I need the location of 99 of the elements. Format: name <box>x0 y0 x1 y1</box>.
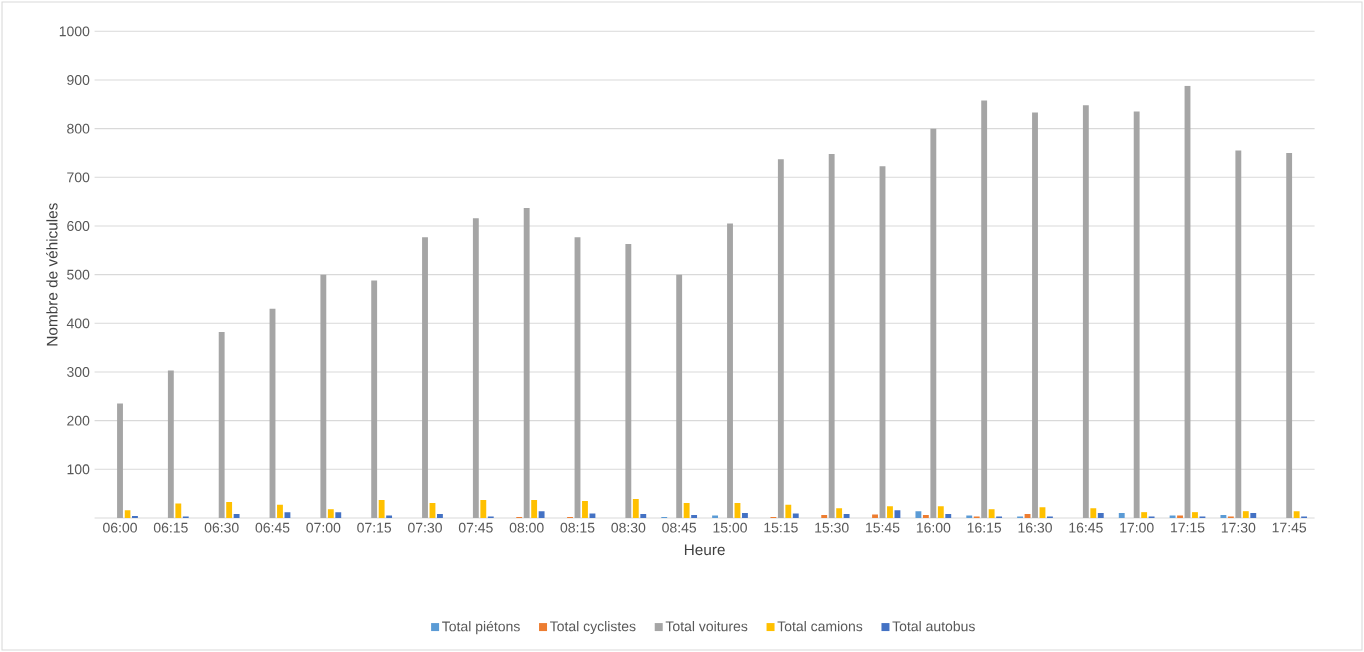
bar <box>378 499 385 518</box>
bar <box>1141 512 1148 518</box>
x-tick-label: 06:45 <box>255 522 290 533</box>
x-tick-label: 17:30 <box>1221 522 1256 533</box>
bar <box>218 332 225 518</box>
x-tick-label: 08:15 <box>560 522 595 533</box>
y-tick-label: 100 <box>67 464 90 475</box>
bar <box>945 514 952 518</box>
bar <box>742 513 748 518</box>
bar <box>785 504 792 518</box>
bar <box>422 237 428 518</box>
y-tick-label: 600 <box>67 221 90 231</box>
x-tick-label: 06:15 <box>153 522 188 533</box>
bar <box>1235 150 1242 518</box>
bar <box>531 499 538 518</box>
y-tick-label: 200 <box>67 415 90 426</box>
x-tick-label: 15:30 <box>815 522 849 533</box>
x-tick-label: 06:00 <box>103 522 137 533</box>
bar <box>1242 511 1249 518</box>
bar <box>437 514 443 518</box>
bar <box>371 280 378 518</box>
legend-label: Total piétons <box>442 620 520 635</box>
bar <box>1097 513 1104 518</box>
y-tick-label: 1000 <box>59 26 90 37</box>
legend-label: Total camions <box>777 621 863 632</box>
y-tick-label: 900 <box>67 75 90 85</box>
x-tick-label: 06:30 <box>204 522 239 533</box>
bar <box>625 244 632 518</box>
bar <box>1286 152 1293 518</box>
bar <box>1293 511 1300 518</box>
bar <box>640 514 647 518</box>
x-tick-label: 15:00 <box>713 522 747 533</box>
bar <box>981 100 988 518</box>
bar <box>843 514 850 518</box>
y-tick-label: 800 <box>67 123 90 134</box>
x-axis-title: Heure <box>684 544 725 556</box>
y-tick-label: 500 <box>67 269 90 280</box>
bar <box>277 504 283 518</box>
bar <box>167 370 174 518</box>
bar <box>836 508 843 518</box>
bar <box>632 499 639 518</box>
x-tick-label: 16:00 <box>916 522 951 533</box>
bar <box>1133 111 1140 518</box>
bar <box>538 511 545 518</box>
y-tick-label: 300 <box>67 367 90 377</box>
bar <box>872 514 878 518</box>
legend-label: Total voitures <box>665 621 748 632</box>
bar <box>676 274 683 518</box>
bar <box>930 128 937 518</box>
bar <box>937 506 944 518</box>
x-tick-label: 16:15 <box>967 522 1002 533</box>
x-tick-label: 17:45 <box>1272 522 1307 533</box>
bar <box>915 511 922 518</box>
x-tick-label: 17:00 <box>1120 522 1154 533</box>
bar <box>523 207 530 518</box>
bar <box>1090 508 1097 518</box>
bar <box>821 515 828 518</box>
x-tick-label: 15:15 <box>764 522 798 533</box>
x-tick-label: 08:00 <box>509 522 544 533</box>
x-tick-label: 16:30 <box>1018 522 1052 533</box>
x-tick-label: 16:45 <box>1069 522 1103 533</box>
bar <box>727 223 733 518</box>
bar <box>922 515 929 518</box>
legend-label: Total cyclistes <box>550 621 636 635</box>
bar <box>1082 105 1089 518</box>
y-axis-title: Nombre de véhicules <box>46 203 58 346</box>
x-tick-label: 07:30 <box>408 522 442 533</box>
bar <box>1250 513 1257 518</box>
x-tick-label: 08:30 <box>611 522 646 533</box>
bar <box>175 503 182 518</box>
legend-label: Total autobus <box>892 621 975 632</box>
y-tick-label: 400 <box>66 318 90 329</box>
bar <box>1118 513 1125 518</box>
bar <box>320 274 327 518</box>
bar <box>792 513 799 518</box>
bar <box>226 501 233 518</box>
bar <box>1220 515 1227 518</box>
bar <box>828 153 835 518</box>
x-tick-label: 08:45 <box>662 522 697 533</box>
bar <box>988 509 995 518</box>
bar <box>480 499 487 518</box>
y-tick-label: 700 <box>67 172 90 183</box>
bar <box>691 515 698 518</box>
x-tick-label: 15:45 <box>866 522 900 533</box>
bar <box>335 512 342 518</box>
bar <box>683 502 690 518</box>
x-tick-label: 07:00 <box>306 522 341 533</box>
bar <box>582 500 588 518</box>
bar <box>1192 512 1198 518</box>
bar <box>887 506 893 518</box>
bar <box>777 159 784 518</box>
x-tick-label: 07:15 <box>357 522 392 533</box>
x-tick-label: 17:15 <box>1171 522 1205 533</box>
bar <box>327 509 334 518</box>
x-tick-label: 07:45 <box>458 522 493 533</box>
bar <box>233 514 240 518</box>
bar <box>472 218 479 518</box>
bar <box>1032 112 1038 518</box>
bar <box>117 403 123 518</box>
